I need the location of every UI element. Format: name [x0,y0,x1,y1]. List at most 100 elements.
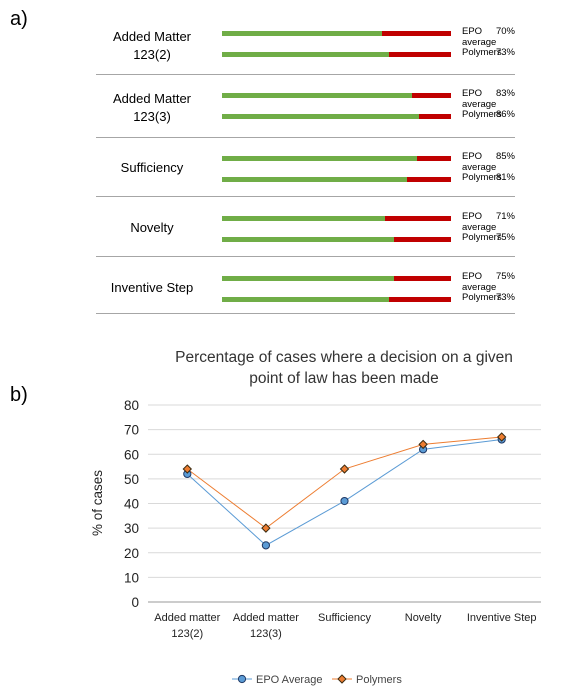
data-point [496,432,507,442]
bar-filled-segment [222,237,394,242]
y-tick-label: 50 [124,472,139,487]
proportion-bar [222,114,451,119]
row-name: Polymers [462,292,502,303]
series-line [186,436,502,529]
data-point [339,464,350,474]
x-tick-label: Added matter [154,612,220,624]
data-point [340,496,349,506]
row-value: 73% [495,47,515,58]
row-name: Polymers [462,232,502,243]
proportion-bar [222,276,451,281]
panel-a-label: a) [10,8,28,30]
legend-label: EPO Average [256,674,322,686]
row-name: EPO average [462,151,497,173]
bar-remainder-segment [382,31,451,36]
y-tick-label: 0 [131,595,139,610]
legend-marker [237,674,247,684]
group-label: Novelty [96,219,208,237]
bar-remainder-segment [385,216,451,221]
group-label-line: Sufficiency [120,160,184,175]
y-tick-label: 30 [124,521,139,536]
y-axis-label: % of cases [90,470,105,536]
group-label: Added Matter 123(2) [96,28,208,64]
group-label: Sufficiency [96,159,208,177]
row-value: 71% [495,211,515,222]
x-tick-label: Inventive Step [467,612,537,624]
data-point [261,523,271,533]
x-tick-label: 123(3) [250,628,282,640]
proportion-bar [222,156,451,161]
group-label-line: Inventive Step [110,280,194,295]
proportion-bar [222,93,451,98]
group-separator [96,137,515,138]
chart-title: Percentage of cases where a decision on … [175,349,513,366]
group-separator [96,313,515,314]
bar-remainder-segment [417,156,451,161]
bar-group: Novelty EPO average 71% Polymers 75% [96,205,515,250]
bar-remainder-segment [412,93,451,98]
group-label-line: Added Matter [112,29,192,44]
proportion-bar [222,216,451,221]
proportion-bar [222,297,451,302]
bar-filled-segment [222,216,385,221]
bar-filled-segment [222,52,389,57]
bar-filled-segment [222,93,412,98]
proportion-bar [222,52,451,57]
group-label-line: Added Matter [112,91,192,106]
bar-remainder-segment [394,237,451,242]
data-point [497,435,506,444]
bar-filled-segment [222,31,382,36]
bar-filled-segment [222,156,417,161]
proportion-bar [222,31,451,36]
row-name: Polymers [462,47,502,58]
group-separator [96,196,515,197]
legend-marker [337,674,347,684]
bar-filled-segment [222,177,407,182]
row-name: EPO average [462,26,497,48]
y-tick-label: 10 [124,570,139,585]
row-name: Polymers [462,109,502,120]
bar-remainder-segment [407,177,451,182]
row-name: EPO average [462,271,497,293]
data-point [419,445,428,454]
data-point [183,469,192,479]
y-tick-label: 60 [124,447,139,462]
bar-group: Sufficiency EPO average 85% Polymers 81% [96,145,515,190]
data-point [261,541,270,550]
bar-group: Inventive Step EPO average 75% Polymers 73% [96,265,515,310]
group-label-line: 123(2) [133,47,171,62]
x-tick-label: Sufficiency [318,612,371,624]
row-name: EPO average [462,211,497,233]
row-value: 86% [495,109,515,120]
row-value: 81% [495,172,515,183]
bar-remainder-segment [389,52,451,57]
group-label: Added Matter 123(3) [96,90,208,126]
row-name: EPO average [462,88,497,110]
row-value: 73% [495,292,515,303]
x-tick-label: Added matter [233,612,299,624]
panel-b-label: b) [10,384,28,406]
bar-remainder-segment [389,297,451,302]
group-separator [96,74,515,75]
data-point [418,439,428,450]
bar-group: Added Matter 123(2) EPO average 70% Polymers… [96,20,515,65]
bar-filled-segment [222,297,389,302]
bar-remainder-segment [394,276,451,281]
row-value: 83% [495,88,515,99]
bar-group: Added Matter 123(3) EPO average 83% Polymers… [96,82,515,127]
group-label-line: 123(3) [133,109,171,124]
group-label: Inventive Step [96,279,208,297]
series-line [186,438,502,546]
row-name: Polymers [462,172,502,183]
group-separator [96,256,515,257]
proportion-bar [222,237,451,242]
bar-filled-segment [222,114,419,119]
x-tick-label: Novelty [405,612,442,624]
y-tick-label: 80 [124,398,139,413]
row-value: 75% [495,232,515,243]
row-value: 75% [495,271,515,282]
y-tick-label: 40 [124,497,139,512]
y-tick-label: 20 [124,546,139,561]
row-value: 85% [495,151,515,162]
row-value: 70% [495,26,515,37]
